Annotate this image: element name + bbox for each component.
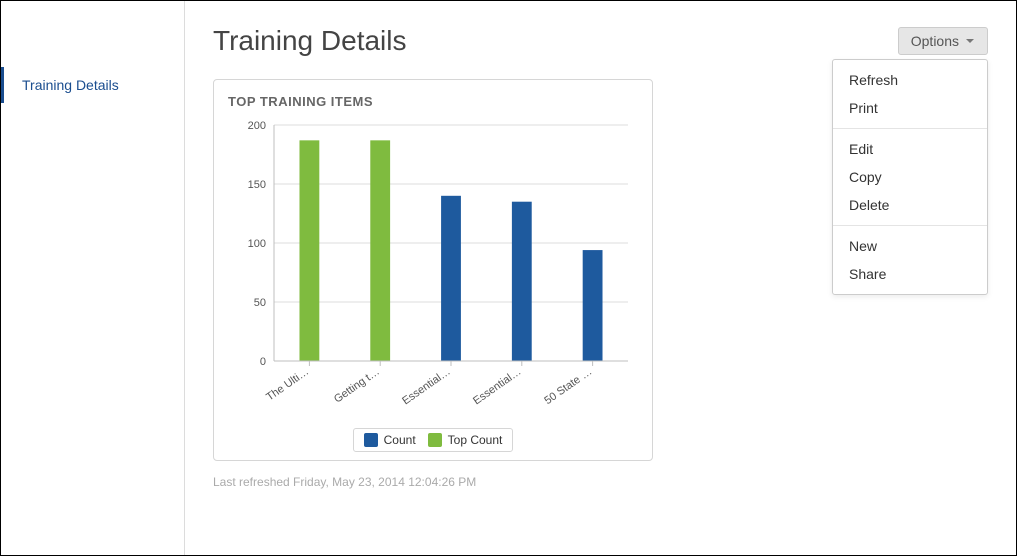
svg-text:The Ulti…: The Ulti… (264, 366, 311, 404)
bar (441, 196, 461, 361)
chart-card: TOP TRAINING ITEMS 0 50 100 150 200 The Ulti…… (213, 79, 653, 461)
legend-label-count: Count (384, 433, 416, 447)
menu-item-copy[interactable]: Copy (833, 163, 987, 191)
svg-text:200: 200 (248, 120, 266, 132)
menu-item-delete[interactable]: Delete (833, 191, 987, 219)
svg-text:Getting t…: Getting t… (332, 366, 382, 406)
bar (299, 140, 319, 361)
legend-entry-top-count: Top Count (428, 433, 503, 447)
bar (370, 140, 390, 361)
svg-text:100: 100 (248, 238, 266, 250)
sidebar: Training Details (1, 1, 185, 555)
bar (583, 250, 603, 361)
legend-label-top-count: Top Count (448, 433, 503, 447)
menu-item-new[interactable]: New (833, 232, 987, 260)
legend-entry-count: Count (364, 433, 416, 447)
options-button-label: Options (911, 33, 959, 49)
svg-text:50: 50 (254, 297, 266, 309)
svg-text:0: 0 (260, 356, 266, 368)
options-button[interactable]: Options (898, 27, 988, 55)
menu-item-edit[interactable]: Edit (833, 135, 987, 163)
page-title: Training Details (213, 25, 988, 57)
menu-item-print[interactable]: Print (833, 94, 987, 122)
svg-text:150: 150 (248, 179, 266, 191)
menu-item-share[interactable]: Share (833, 260, 987, 288)
sidebar-item-training-details[interactable]: Training Details (1, 67, 184, 103)
legend-swatch-count (364, 433, 378, 447)
main-content: Training Details Options Refresh Print E… (185, 1, 1016, 555)
chevron-down-icon (965, 36, 975, 46)
chart-legend: Count Top Count (353, 428, 514, 452)
svg-text:50 State …: 50 State … (542, 366, 594, 407)
bar-chart: 0 50 100 150 200 The Ulti… Getting t… Essential… (228, 115, 638, 415)
menu-item-refresh[interactable]: Refresh (833, 66, 987, 94)
bar (512, 202, 532, 361)
svg-text:Essential…: Essential… (471, 366, 523, 408)
chart-title: TOP TRAINING ITEMS (228, 94, 638, 109)
legend-swatch-top-count (428, 433, 442, 447)
svg-text:Essential…: Essential… (400, 366, 452, 408)
options-dropdown: Refresh Print Edit Copy Delete New Share (832, 59, 988, 295)
last-refreshed-text: Last refreshed Friday, May 23, 2014 12:0… (213, 475, 988, 489)
